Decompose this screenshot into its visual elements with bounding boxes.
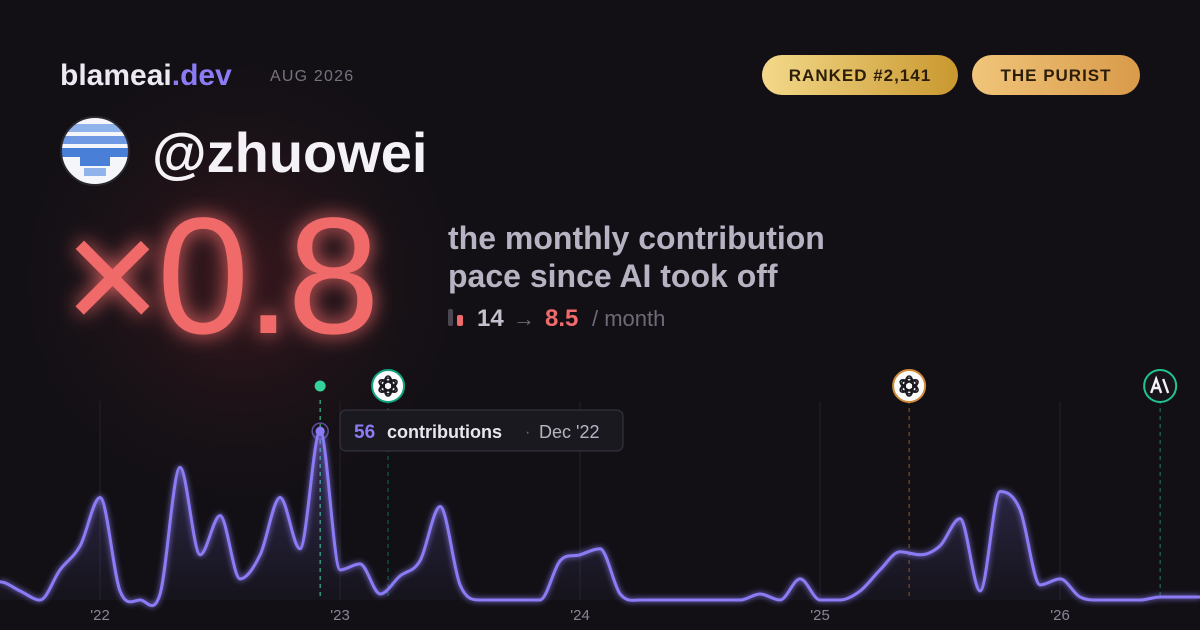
- caption-line: pace since AI took off: [448, 258, 778, 294]
- tooltip-box: [339, 409, 624, 452]
- event-icon: [1143, 369, 1178, 403]
- x-tick-label: '22: [90, 607, 110, 624]
- badge: [972, 55, 1140, 95]
- event-logo: [1150, 375, 1170, 394]
- x-tick-label: '26: [1050, 607, 1070, 624]
- x-tick-label: '24: [570, 607, 590, 624]
- event-logo: [378, 379, 397, 392]
- pace-icon: [448, 309, 453, 326]
- brand: blameai.dev: [60, 59, 232, 92]
- line: [0, 429, 1200, 608]
- highlight-ring: [311, 422, 329, 440]
- caption-line: the monthly contribution: [448, 220, 825, 256]
- avatar: [61, 117, 129, 185]
- brand-name: blameai: [60, 59, 172, 92]
- multiplier: ×0.8: [64, 184, 376, 369]
- tooltip-value: 56: [354, 422, 375, 443]
- chart: '22 '23 '24 '25 '26: [0, 369, 1200, 624]
- badge-label: RANKED #2,141: [789, 66, 931, 85]
- pace-before: 14: [477, 305, 504, 332]
- pace-after: 8.5: [545, 305, 578, 332]
- highlight-point: [315, 426, 325, 436]
- pace-icon: [457, 315, 463, 326]
- area: [0, 431, 1200, 606]
- event-logo: [899, 379, 918, 392]
- tooltip-date: Dec '22: [539, 422, 599, 442]
- avatar-ring: [60, 116, 130, 186]
- x-tick-label: '25: [810, 607, 830, 624]
- tooltip-label: contributions: [387, 422, 502, 442]
- badge-label: THE PURIST: [1000, 66, 1111, 85]
- badge: [762, 55, 958, 95]
- event-icon: [892, 369, 927, 403]
- brand-tld: .dev: [172, 59, 232, 92]
- event-icon: [371, 369, 406, 403]
- tooltip-separator: ·: [525, 424, 530, 441]
- event-dot: [314, 380, 326, 392]
- date: AUG 2026: [270, 68, 354, 85]
- handle: @zhuowei: [152, 121, 428, 184]
- pace-arrow: →: [513, 306, 535, 331]
- pace-unit: / month: [592, 306, 665, 331]
- tooltip: 56 contributions · Dec '22: [339, 409, 624, 452]
- x-tick-label: '23: [330, 607, 350, 624]
